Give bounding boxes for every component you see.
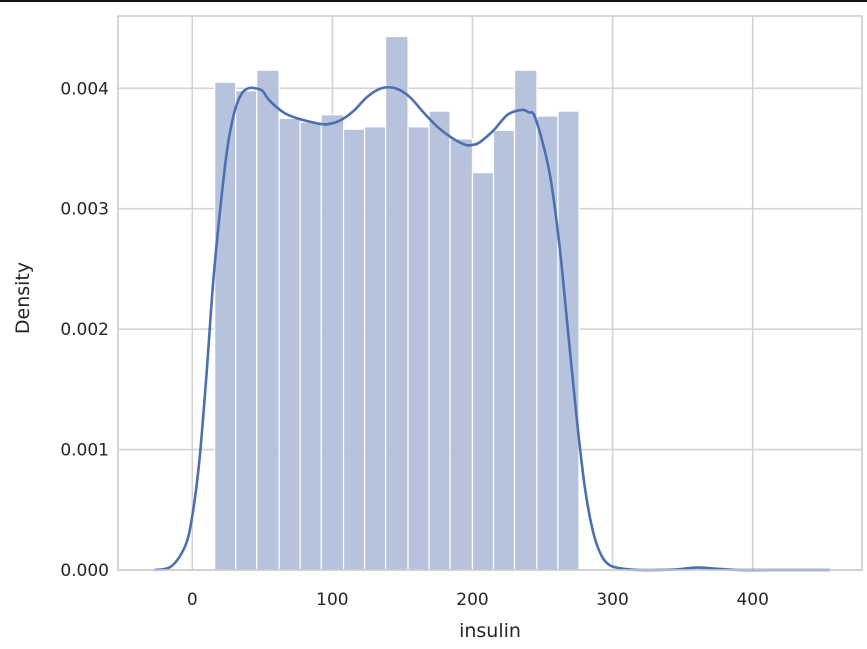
histogram-bar-4 [299,121,322,571]
histogram-bar-10 [428,110,451,571]
x-tick-label-4: 400 [736,590,768,610]
histogram-bar-13 [492,129,516,571]
histogram-bar-2 [256,69,280,571]
x-tick-label-1: 100 [316,590,348,610]
histogram-bar-14 [513,69,538,571]
x-axis-label: insulin [459,620,521,642]
histogram-bar-9 [407,126,430,571]
histogram-bar-8 [385,35,409,571]
histogram-bar-1 [235,90,258,571]
histogram-bar-6 [342,128,366,571]
x-tick-labels: 0 100 200 300 400 [187,590,769,610]
plot-frame [117,15,863,571]
x-tick-label-0: 0 [187,590,198,610]
histogram-bar-5 [320,114,345,571]
y-tick-label-0: 0.000 [60,561,109,581]
histogram-bar-7 [363,126,387,571]
x-tick-label-2: 200 [456,590,488,610]
histogram-bar-15 [536,115,559,571]
histogram-bars [214,35,580,571]
y-tick-label-1: 0.001 [60,441,109,461]
histogram-bar-11 [449,138,474,571]
y-tick-label-4: 0.004 [60,79,109,99]
x-tick-label-3: 300 [596,590,628,610]
y-tick-labels: 0.000 0.001 0.002 0.003 0.004 [60,79,109,581]
histogram-bar-3 [278,117,301,571]
y-tick-label-3: 0.003 [60,200,109,220]
window-top-border [0,0,867,2]
histogram-bar-12 [471,171,495,571]
y-axis-label: Density [12,262,34,334]
y-tick-label-2: 0.002 [60,320,109,340]
